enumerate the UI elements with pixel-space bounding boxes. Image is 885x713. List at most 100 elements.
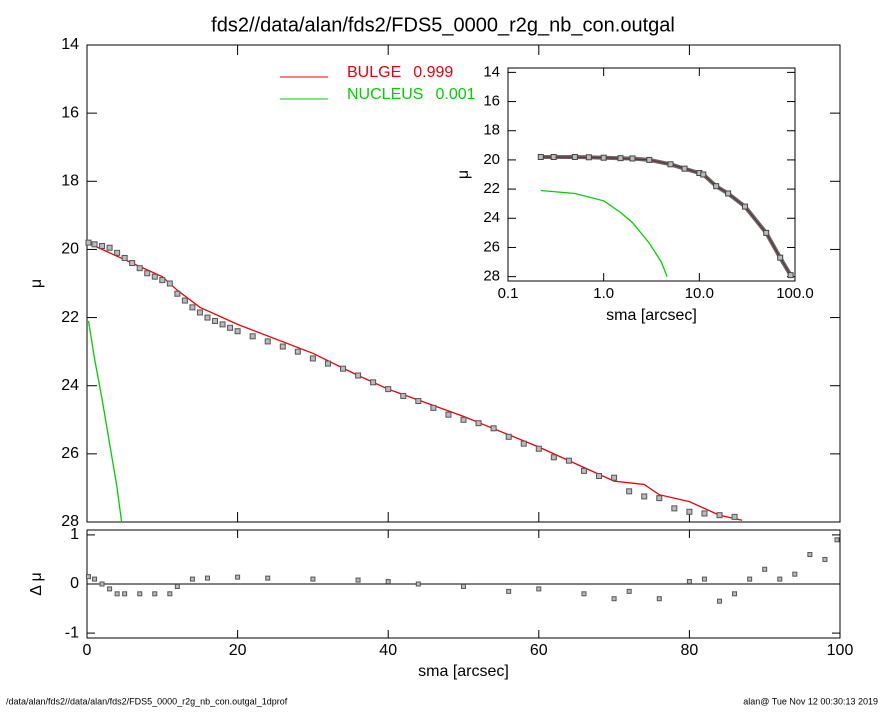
x-axis-label: sma [arcsec]: [606, 307, 697, 324]
data-point: [430, 404, 437, 411]
data-point: [219, 321, 226, 328]
footer-left: /data/alan/fds2//data/alan/fds2/FDS5_000…: [6, 696, 288, 706]
x-axis-label: sma [arcsec]: [418, 663, 509, 680]
data-point: [151, 273, 158, 280]
x-tick-label: 60: [530, 642, 548, 659]
residual-point: [626, 588, 632, 594]
data-point: [656, 495, 663, 502]
residual-point: [506, 588, 512, 594]
data-point: [700, 171, 707, 178]
data-point: [611, 474, 618, 481]
data-point: [234, 328, 241, 335]
data-point: [129, 260, 136, 267]
x-tick-label: 0: [83, 642, 92, 659]
data-point: [204, 314, 211, 321]
data-point: [667, 161, 674, 168]
data-point: [136, 265, 143, 272]
model-line: [87, 320, 123, 523]
legend-label: BULGE 0.999: [347, 64, 453, 81]
y-tick-label: 18: [61, 173, 79, 190]
data-point: [181, 297, 188, 304]
y-tick-label: -1: [65, 624, 79, 641]
residual-point: [99, 581, 105, 587]
residual-point: [235, 574, 241, 580]
data-point: [174, 290, 181, 297]
x-tick-label: 80: [681, 642, 699, 659]
data-point: [159, 277, 166, 284]
data-point: [701, 510, 708, 517]
data-point: [725, 190, 732, 197]
y-tick-label: 16: [61, 104, 79, 121]
data-point: [309, 355, 316, 362]
data-point: [166, 280, 173, 287]
data-point: [629, 155, 636, 162]
data-point: [196, 309, 203, 316]
residual-point: [777, 576, 783, 582]
residual-point: [807, 552, 813, 558]
x-tick-label: 0.1: [498, 285, 519, 302]
residual-point: [461, 583, 466, 589]
data-point: [460, 416, 467, 423]
data-point: [144, 270, 151, 277]
y-tick-label: 20: [483, 151, 500, 168]
data-point: [114, 249, 121, 256]
residual-point: [536, 586, 542, 592]
data-point: [787, 272, 794, 279]
x-tick-label: 40: [379, 642, 397, 659]
y-tick-label: 24: [483, 209, 500, 226]
residual-point: [86, 574, 92, 580]
residual-point: [656, 596, 662, 602]
data-point: [777, 254, 784, 261]
y-tick-label: 14: [483, 63, 500, 80]
x-tick-label: 20: [229, 642, 247, 659]
footer-right: alan@ Tue Nov 12 00:30:13 2019: [743, 696, 878, 706]
data-point: [189, 304, 196, 311]
data-point: [505, 433, 512, 440]
y-axis-label: Δ μ: [28, 572, 45, 595]
y-tick-label: 0: [70, 575, 79, 592]
y-tick-label: 26: [61, 445, 79, 462]
residual-point: [717, 598, 723, 604]
data-point: [324, 360, 331, 367]
x-tick-label: 100: [827, 642, 854, 659]
residual-point: [792, 571, 798, 577]
data-point: [91, 241, 98, 248]
residual-point: [310, 576, 316, 582]
data-point: [571, 153, 578, 160]
data-point: [279, 343, 286, 350]
residual-point: [204, 575, 210, 581]
y-tick-label: 1: [70, 526, 79, 543]
residual-point: [174, 583, 180, 589]
residual-point: [747, 576, 753, 582]
residual-point: [355, 577, 361, 583]
residual-point: [122, 591, 128, 597]
data-point: [415, 398, 422, 405]
y-tick-label: 14: [61, 36, 79, 53]
residual-point: [701, 576, 707, 582]
y-axis-label: μ: [455, 170, 472, 179]
y-tick-label: 28: [483, 268, 500, 285]
residual-point: [137, 591, 143, 597]
data-point: [596, 473, 603, 480]
y-tick-label: 24: [61, 377, 79, 394]
data-point: [294, 348, 301, 355]
y-axis-label: μ: [28, 279, 45, 288]
data-point: [731, 513, 738, 520]
data-point: [626, 488, 633, 495]
legend-name: NUCLEUS: [347, 86, 423, 103]
y-tick-label: 20: [61, 241, 79, 258]
residual-point: [167, 591, 173, 597]
residual-point: [581, 591, 587, 597]
data-point: [646, 156, 653, 163]
chart-title: fds2//data/alan/fds2/FDS5_0000_r2g_nb_co…: [211, 14, 675, 36]
y-tick-label: 18: [483, 122, 500, 139]
legend-label: NUCLEUS 0.001: [347, 86, 476, 103]
data-point: [686, 508, 693, 515]
y-tick-label: 22: [61, 309, 79, 326]
residual-point: [114, 591, 120, 597]
y-tick-label: 22: [483, 180, 500, 197]
data-point: [445, 411, 452, 418]
data-point: [106, 244, 113, 251]
residual-point: [189, 576, 195, 582]
data-point: [580, 467, 587, 474]
